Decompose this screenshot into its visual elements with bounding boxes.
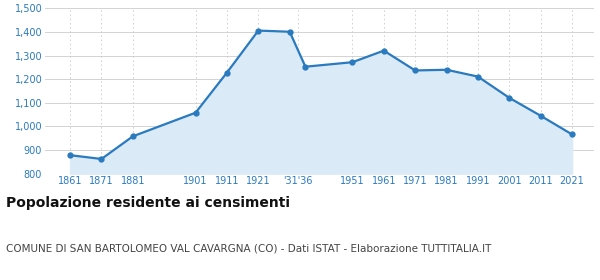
Text: Popolazione residente ai censimenti: Popolazione residente ai censimenti [6, 196, 290, 210]
Text: COMUNE DI SAN BARTOLOMEO VAL CAVARGNA (CO) - Dati ISTAT - Elaborazione TUTTITALI: COMUNE DI SAN BARTOLOMEO VAL CAVARGNA (C… [6, 244, 491, 254]
